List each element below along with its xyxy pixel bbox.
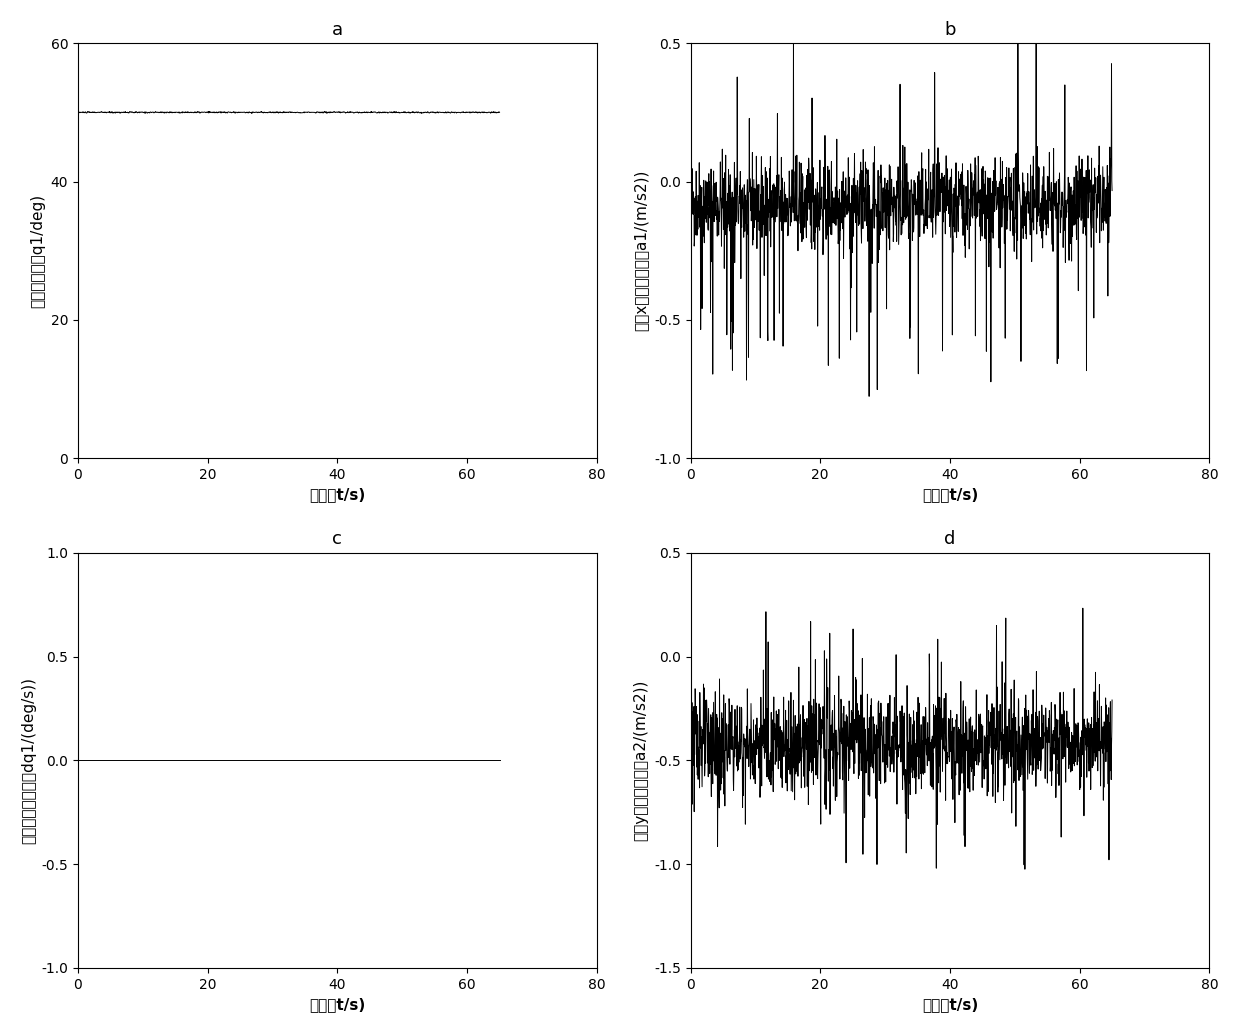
Title: c: c <box>332 530 342 549</box>
X-axis label: 时间（t/s): 时间（t/s) <box>922 997 978 1012</box>
X-axis label: 时间（t/s): 时间（t/s) <box>310 997 366 1012</box>
Title: d: d <box>944 530 955 549</box>
Y-axis label: 车架航向角速度（dq1/(deg/s)): 车架航向角速度（dq1/(deg/s)) <box>21 677 36 844</box>
Y-axis label: 车架航向角（q1/deg): 车架航向角（q1/deg) <box>30 194 45 308</box>
Title: a: a <box>332 21 343 39</box>
Y-axis label: 车架x雑线加速度（a1/(m/s2)): 车架x雑线加速度（a1/(m/s2)) <box>633 170 648 332</box>
X-axis label: 时间（t/s): 时间（t/s) <box>922 488 978 503</box>
Title: b: b <box>944 21 955 39</box>
Y-axis label: 车架y雑线加速度（a2/(m/s2)): 车架y雑线加速度（a2/(m/s2)) <box>633 680 648 841</box>
X-axis label: 时间（t/s): 时间（t/s) <box>310 488 366 503</box>
